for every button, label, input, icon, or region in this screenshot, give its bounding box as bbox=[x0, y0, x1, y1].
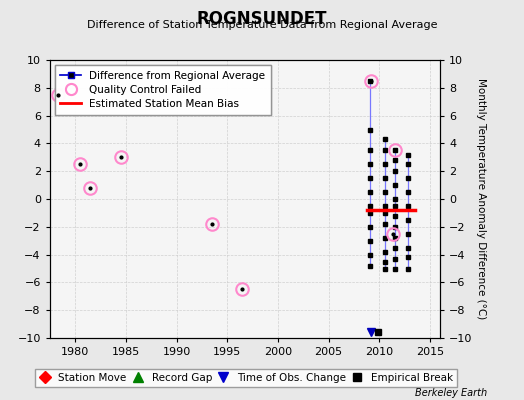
Legend: Station Move, Record Gap, Time of Obs. Change, Empirical Break: Station Move, Record Gap, Time of Obs. C… bbox=[35, 369, 457, 387]
Text: ROGNSUNDET: ROGNSUNDET bbox=[196, 10, 328, 28]
Y-axis label: Monthly Temperature Anomaly Difference (°C): Monthly Temperature Anomaly Difference (… bbox=[476, 78, 486, 320]
Text: Difference of Station Temperature Data from Regional Average: Difference of Station Temperature Data f… bbox=[87, 20, 437, 30]
Legend: Difference from Regional Average, Quality Control Failed, Estimated Station Mean: Difference from Regional Average, Qualit… bbox=[55, 65, 270, 115]
Text: Berkeley Earth: Berkeley Earth bbox=[415, 388, 487, 398]
